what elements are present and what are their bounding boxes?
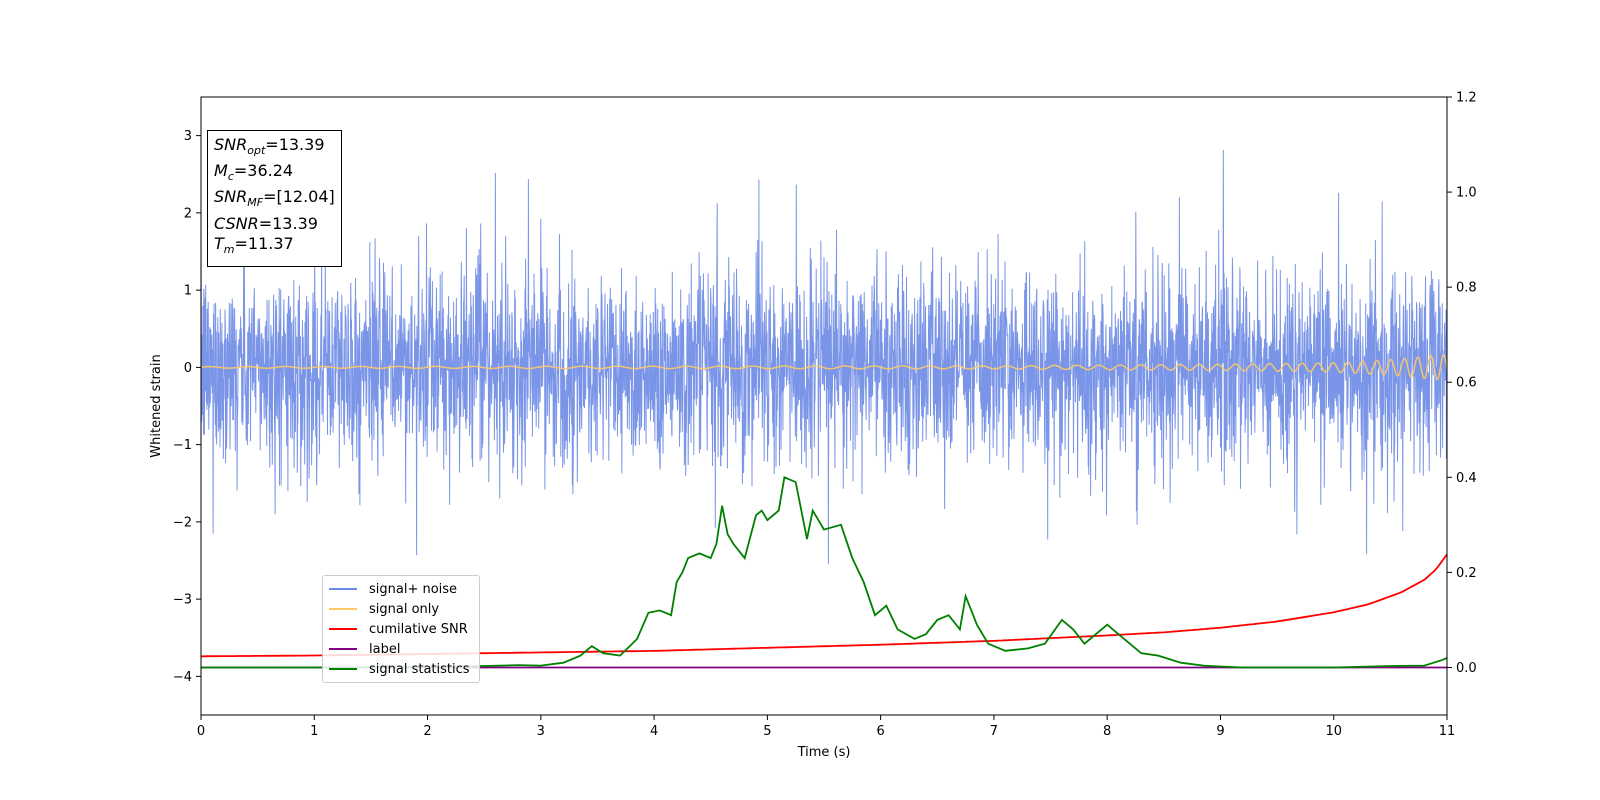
legend-label-signal-noise: signal+ noise (369, 581, 458, 597)
legend-item-signal-stats: signal statistics (329, 660, 470, 678)
tm-subscript: m (223, 242, 235, 256)
mc-symbol: M (214, 161, 228, 181)
y-left-tick-label: −2 (173, 515, 192, 530)
x-tick-label: 6 (876, 724, 884, 739)
x-tick-label: 10 (1325, 724, 1342, 739)
csnr-value: =13.39 (258, 213, 318, 233)
csnr-line: CSNR=13.39 (214, 214, 335, 234)
series-signal-statistics-line (201, 476, 1447, 669)
snr-opt-symbol: SNR (214, 135, 248, 154)
y-right-tick-label: 1.2 (1456, 91, 1477, 106)
legend-label-signal-stats: signal statistics (369, 661, 470, 677)
y-right-tick-label: 0.0 (1456, 661, 1477, 676)
legend-label-signal-only: signal only (369, 601, 440, 617)
y-right-tick-label: 0.2 (1456, 566, 1477, 581)
y-right-tick-label: 1.0 (1456, 186, 1477, 201)
y-right-tick-label: 0.4 (1456, 471, 1477, 486)
legend-swatch-cum-snr (329, 628, 357, 630)
tm-symbol: T (214, 233, 224, 253)
snr-opt-subscript: opt (247, 144, 266, 158)
snr-mf-line: SNRMF=[12.04] (214, 187, 335, 213)
series-signal-noise-line (201, 149, 1447, 565)
x-tick-label: 0 (197, 724, 205, 739)
legend-item-label: label (329, 640, 400, 658)
snr-opt-value: =13.39 (265, 135, 325, 154)
x-axis-label: Time (s) (797, 745, 851, 760)
y-left-tick-label: −3 (173, 593, 192, 608)
series-signal-only-line (201, 353, 1447, 381)
legend-label-label: label (369, 641, 401, 657)
y-axis-right: 0.0 0.2 0.4 0.6 0.8 1.0 1.2 (1447, 91, 1477, 676)
snr-mf-symbol: SNR (214, 187, 248, 207)
snr-opt-line: SNRopt=13.39 (214, 135, 335, 161)
mc-value: =36.24 (233, 161, 294, 181)
y-left-tick-label: 2 (184, 206, 192, 221)
annotation-box: SNRopt=13.39 Mc=36.24 SNRMF=[12.04] CSNR… (207, 130, 342, 267)
y-left-tick-label: −4 (173, 670, 192, 685)
snr-mf-value: =[12.04] (263, 187, 335, 207)
legend-swatch-signal-only (329, 608, 357, 610)
legend: signal+ noise signal only cumilative SNR… (322, 575, 480, 683)
x-tick-label: 2 (423, 724, 431, 739)
x-tick-label: 9 (1216, 724, 1224, 739)
mc-subscript: c (227, 170, 234, 184)
legend-swatch-signal-stats (329, 668, 357, 670)
y-left-tick-label: 1 (184, 284, 192, 299)
y-left-tick-label: −1 (173, 438, 192, 453)
x-axis: 0 1 2 3 4 5 6 7 8 9 10 11 (197, 715, 1455, 739)
legend-item-signal-only: signal only (329, 600, 439, 618)
x-tick-label: 11 (1439, 724, 1456, 739)
x-tick-label: 7 (990, 724, 998, 739)
mc-line: Mc=36.24 (214, 161, 335, 187)
x-tick-label: 3 (537, 724, 545, 739)
y-axis-label: Whitened strain (149, 354, 164, 457)
legend-swatch-label (329, 648, 357, 650)
tm-line: Tm=11.37 (214, 234, 335, 260)
y-left-tick-label: 0 (184, 361, 192, 376)
x-tick-label: 5 (763, 724, 771, 739)
legend-item-cum-snr: cumilative SNR (329, 620, 468, 638)
y-right-tick-label: 0.6 (1456, 376, 1477, 391)
x-tick-label: 4 (650, 724, 658, 739)
y-left-tick-label: 3 (184, 129, 192, 144)
tm-value: =11.37 (234, 233, 294, 253)
x-tick-label: 1 (310, 724, 318, 739)
csnr-symbol: CSNR (214, 213, 259, 233)
legend-swatch-signal-noise (329, 588, 357, 590)
snr-mf-subscript: MF (247, 196, 264, 210)
legend-label-cum-snr: cumilative SNR (369, 621, 468, 637)
axes-frame (200, 96, 1448, 716)
y-axis-left: −4 −3 −2 −1 0 1 2 3 (173, 129, 201, 685)
x-tick-label: 8 (1103, 724, 1111, 739)
y-right-tick-label: 0.8 (1456, 281, 1477, 296)
legend-item-signal-noise: signal+ noise (329, 580, 457, 598)
